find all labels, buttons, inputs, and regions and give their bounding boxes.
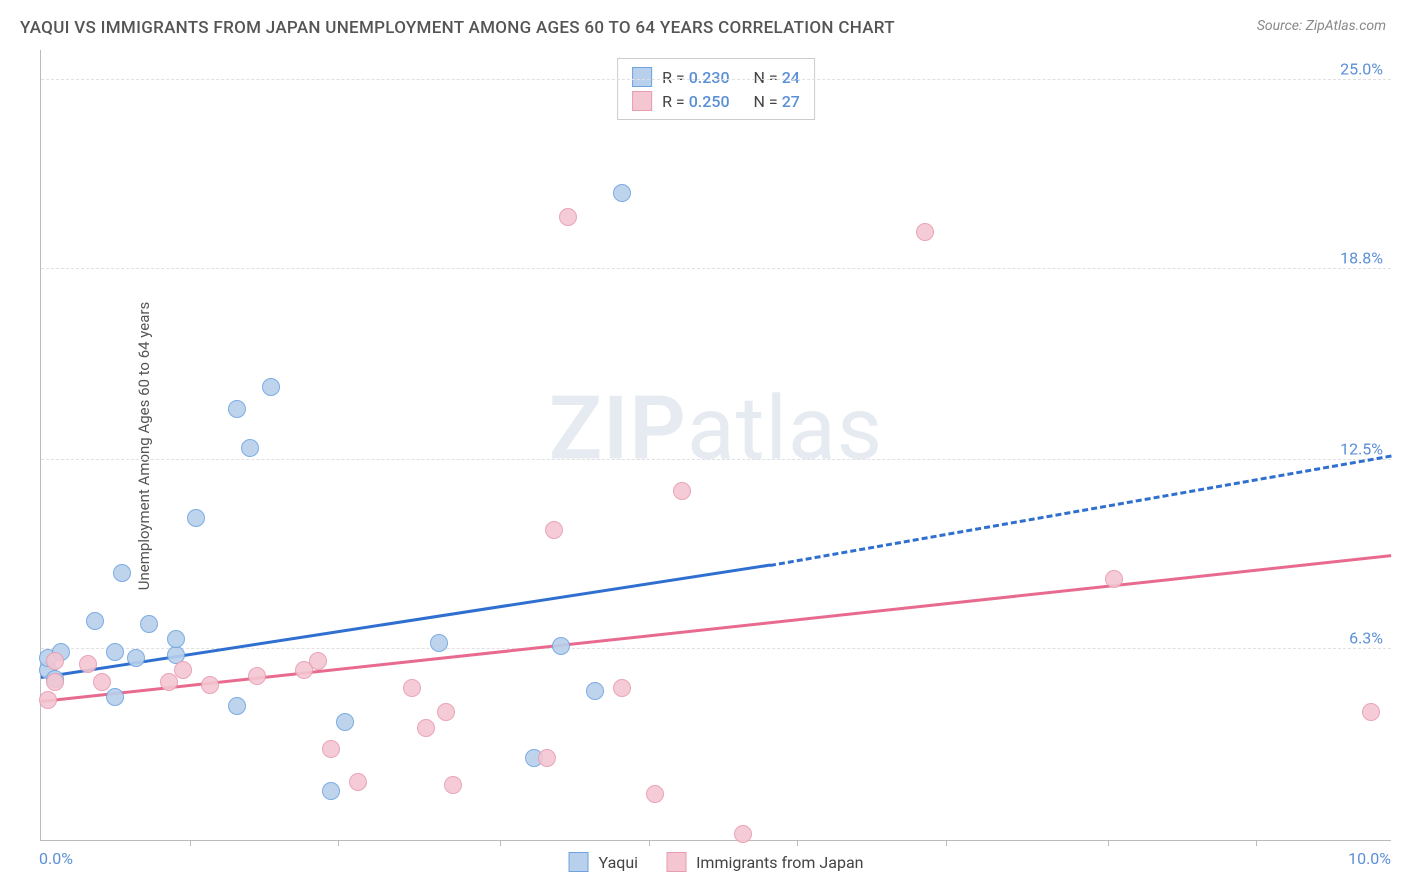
gridline [41, 268, 1391, 269]
n-value-yaqui: 24 [782, 68, 800, 87]
gridline [41, 459, 1391, 460]
data-point [201, 676, 219, 694]
watermark-zip: ZIP [549, 378, 687, 481]
data-point [228, 400, 246, 418]
data-point [545, 521, 563, 539]
legend-row-1: R = 0.230 N = 24 [632, 65, 800, 89]
legend-swatch-yaqui [569, 852, 589, 872]
data-point [106, 688, 124, 706]
data-point [586, 682, 604, 700]
data-point [140, 615, 158, 633]
legend-label-japan: Immigrants from Japan [696, 853, 863, 872]
data-point [228, 697, 246, 715]
legend-swatch-japan [666, 852, 686, 872]
r-label: R = [662, 92, 685, 111]
gridline [41, 79, 1391, 80]
trend-line [41, 554, 1391, 703]
x-tick-left: 0.0% [39, 849, 73, 868]
y-tick-label: 6.3% [1349, 628, 1383, 647]
data-point [248, 667, 266, 685]
x-tick [1256, 840, 1257, 846]
x-tick [500, 840, 501, 846]
data-point [430, 634, 448, 652]
source-label: Source: ZipAtlas.com [1257, 18, 1386, 34]
data-point [79, 655, 97, 673]
x-tick [946, 840, 947, 846]
data-point [613, 679, 631, 697]
y-tick-label: 18.8% [1340, 248, 1383, 267]
correlation-legend: R = 0.230 N = 24 R = 0.250 N = 27 [617, 58, 815, 120]
data-point [127, 649, 145, 667]
x-tick-right: 10.0% [1348, 849, 1391, 868]
series-legend: Yaqui Immigrants from Japan [569, 852, 864, 872]
r-value-yaqui: 0.230 [689, 68, 730, 87]
y-tick-label: 25.0% [1340, 60, 1383, 79]
x-tick [190, 840, 191, 846]
y-tick-label: 12.5% [1340, 440, 1383, 459]
data-point [93, 673, 111, 691]
data-point [437, 703, 455, 721]
data-point [46, 652, 64, 670]
data-point [916, 223, 934, 241]
legend-swatch-yaqui [632, 67, 652, 87]
data-point [559, 208, 577, 226]
data-point [336, 713, 354, 731]
chart-plot-area: ZIPatlas R = 0.230 N = 24 R = 0.250 N = … [40, 50, 1391, 841]
x-tick [1108, 840, 1109, 846]
data-point [552, 637, 570, 655]
data-point [167, 630, 185, 648]
r-label: R = [662, 68, 685, 87]
legend-row-2: R = 0.250 N = 27 [632, 89, 800, 113]
data-point [444, 776, 462, 794]
data-point [174, 661, 192, 679]
data-point [46, 673, 64, 691]
data-point [187, 509, 205, 527]
n-label: N = [754, 68, 778, 87]
n-value-japan: 27 [782, 92, 800, 111]
data-point [106, 643, 124, 661]
data-point [86, 612, 104, 630]
data-point [538, 749, 556, 767]
data-point [349, 773, 367, 791]
data-point [673, 482, 691, 500]
data-point [1362, 703, 1380, 721]
data-point [262, 378, 280, 396]
n-label: N = [754, 92, 778, 111]
data-point [295, 661, 313, 679]
data-point [113, 564, 131, 582]
r-value-japan: 0.250 [689, 92, 730, 111]
chart-title: YAQUI VS IMMIGRANTS FROM JAPAN UNEMPLOYM… [20, 18, 895, 38]
data-point [646, 785, 664, 803]
x-tick [338, 840, 339, 846]
legend-item-japan: Immigrants from Japan [666, 852, 863, 872]
data-point [1105, 570, 1123, 588]
x-tick [797, 840, 798, 846]
legend-item-yaqui: Yaqui [569, 852, 639, 872]
data-point [734, 825, 752, 843]
legend-label-yaqui: Yaqui [599, 853, 639, 872]
data-point [403, 679, 421, 697]
legend-swatch-japan [632, 91, 652, 111]
trend-line [770, 454, 1392, 566]
watermark-atlas: atlas [687, 378, 883, 481]
data-point [39, 691, 57, 709]
data-point [322, 782, 340, 800]
data-point [613, 184, 631, 202]
data-point [322, 740, 340, 758]
x-tick [649, 840, 650, 846]
data-point [417, 719, 435, 737]
watermark: ZIPatlas [549, 378, 883, 481]
data-point [241, 439, 259, 457]
